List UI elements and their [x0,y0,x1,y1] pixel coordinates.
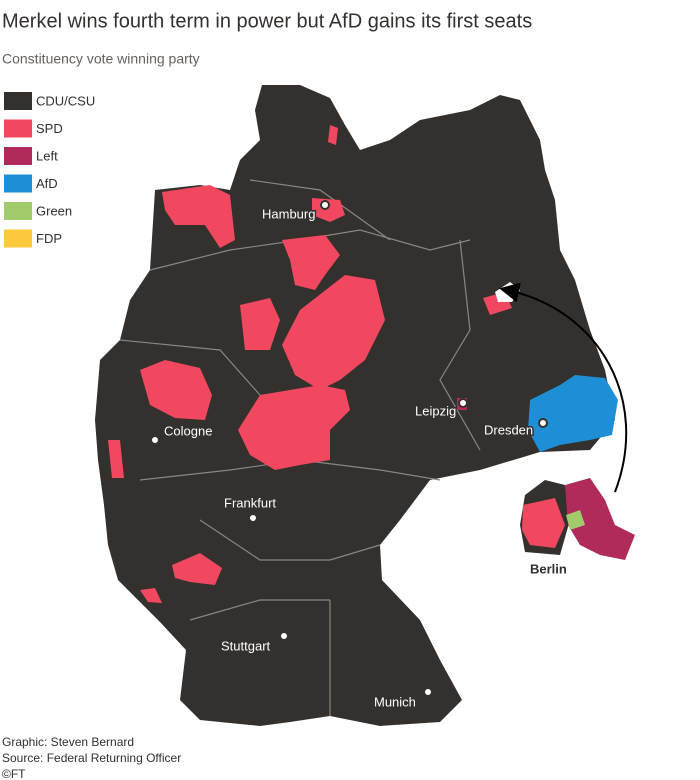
region [172,553,222,585]
city-dot [279,631,289,641]
title: Merkel wins fourth term in power but AfD… [2,10,532,32]
legend-label: AfD [36,176,58,191]
city-label: Cologne [164,423,212,438]
region [282,275,385,390]
city-label: Munich [374,694,416,709]
city-dot [248,513,258,523]
city-dot [423,687,433,697]
region [108,440,124,478]
footer-graphic: Graphic: Steven Bernard [2,735,134,749]
arrow [499,282,628,493]
footer-credit: ©FT [2,767,26,780]
region [240,298,280,350]
legend-label: Green [36,203,72,218]
legend-label: Left [36,148,58,163]
inset-region [565,478,635,560]
city-label: Leipzig [415,403,456,418]
footer-source: Source: Federal Returning Officer [2,751,181,765]
legend-label: FDP [36,231,62,246]
city-dot [150,435,160,445]
legend-label: CDU/CSU [36,93,95,108]
region [238,385,350,470]
city-dot [458,398,468,408]
region [140,360,212,420]
inset-label: Berlin [530,561,567,576]
region [162,185,235,248]
legend: CDU/CSU SPD Left AfD Green FDP [4,92,95,248]
region [528,375,618,452]
subtitle: Constituency vote winning party [2,51,200,67]
city-label: Frankfurt [224,495,276,510]
inset-region [566,510,585,530]
city-label: Hamburg [262,206,315,221]
legend-label: SPD [36,121,63,136]
region [140,588,162,603]
legend-swatch [4,147,32,165]
city-dot [538,418,548,428]
region [282,235,340,290]
legend-swatch [4,119,32,138]
region [328,125,338,145]
legend-swatch [4,174,32,193]
inset-region [522,498,565,548]
city-dot [320,200,330,210]
legend-swatch [4,202,32,220]
city-label: Stuttgart [221,638,271,653]
legend-swatch [4,92,32,110]
city-label: Dresden [484,422,533,437]
legend-swatch [4,229,32,248]
